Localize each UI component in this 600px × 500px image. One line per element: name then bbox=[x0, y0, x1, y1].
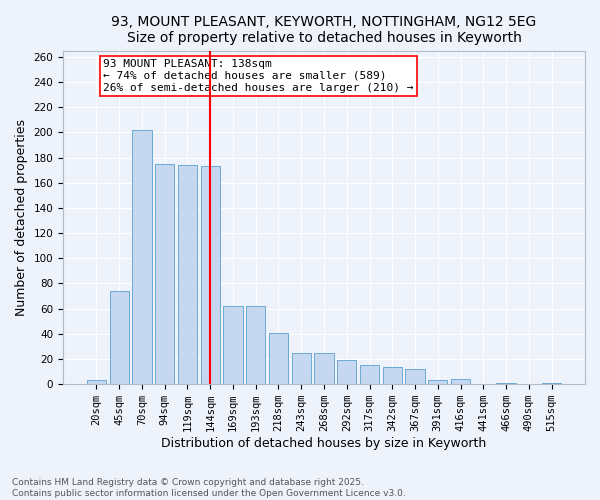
Y-axis label: Number of detached properties: Number of detached properties bbox=[15, 119, 28, 316]
Bar bbox=[496, 383, 516, 384]
Bar bbox=[292, 352, 311, 384]
Bar bbox=[132, 130, 152, 384]
Bar bbox=[542, 383, 561, 384]
Text: 93 MOUNT PLEASANT: 138sqm
← 74% of detached houses are smaller (589)
26% of semi: 93 MOUNT PLEASANT: 138sqm ← 74% of detac… bbox=[103, 60, 414, 92]
Bar bbox=[87, 380, 106, 384]
Bar bbox=[223, 306, 242, 384]
Bar bbox=[110, 291, 129, 384]
Bar bbox=[337, 360, 356, 384]
Bar bbox=[360, 366, 379, 384]
Bar bbox=[451, 379, 470, 384]
X-axis label: Distribution of detached houses by size in Keyworth: Distribution of detached houses by size … bbox=[161, 437, 487, 450]
Text: Contains HM Land Registry data © Crown copyright and database right 2025.
Contai: Contains HM Land Registry data © Crown c… bbox=[12, 478, 406, 498]
Bar bbox=[406, 369, 425, 384]
Bar bbox=[428, 380, 448, 384]
Bar bbox=[155, 164, 175, 384]
Bar bbox=[314, 352, 334, 384]
Bar bbox=[383, 366, 402, 384]
Bar bbox=[246, 306, 265, 384]
Title: 93, MOUNT PLEASANT, KEYWORTH, NOTTINGHAM, NG12 5EG
Size of property relative to : 93, MOUNT PLEASANT, KEYWORTH, NOTTINGHAM… bbox=[112, 15, 536, 45]
Bar bbox=[269, 332, 288, 384]
Bar bbox=[200, 166, 220, 384]
Bar bbox=[178, 165, 197, 384]
